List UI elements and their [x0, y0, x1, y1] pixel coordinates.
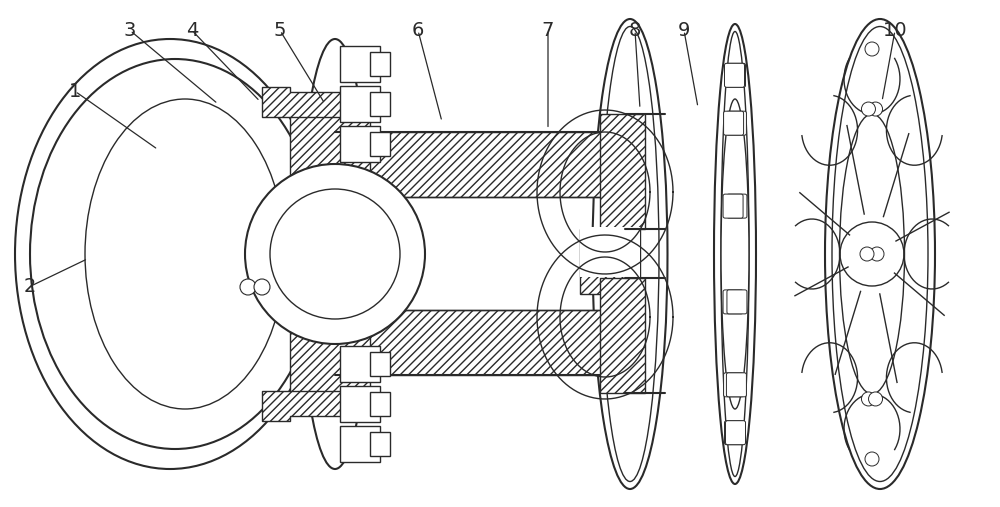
Bar	[600, 278, 645, 393]
Bar	[290, 107, 370, 197]
Circle shape	[869, 392, 883, 406]
Circle shape	[270, 189, 400, 319]
Circle shape	[865, 452, 879, 466]
Ellipse shape	[300, 39, 370, 469]
Bar	[370, 352, 390, 376]
Circle shape	[840, 222, 904, 286]
FancyBboxPatch shape	[726, 421, 746, 445]
Text: 1: 1	[69, 82, 81, 101]
Ellipse shape	[721, 31, 749, 477]
Text: 8: 8	[629, 21, 641, 40]
Text: 9: 9	[678, 21, 690, 40]
FancyBboxPatch shape	[724, 63, 744, 87]
Text: 3: 3	[124, 21, 136, 40]
Circle shape	[254, 279, 270, 295]
Circle shape	[245, 164, 425, 344]
Ellipse shape	[721, 99, 749, 409]
Text: 10: 10	[883, 21, 907, 40]
Bar	[335, 310, 625, 375]
FancyBboxPatch shape	[723, 290, 743, 314]
Bar	[290, 310, 370, 400]
Bar	[370, 132, 390, 156]
FancyBboxPatch shape	[727, 194, 747, 218]
Bar	[600, 114, 645, 229]
Bar	[340, 346, 380, 382]
Circle shape	[860, 247, 874, 261]
Ellipse shape	[840, 114, 904, 394]
Bar	[370, 432, 390, 456]
Bar	[370, 52, 390, 76]
FancyBboxPatch shape	[726, 63, 746, 87]
Ellipse shape	[15, 39, 325, 469]
FancyBboxPatch shape	[726, 111, 746, 135]
Circle shape	[869, 102, 883, 116]
Circle shape	[861, 102, 875, 116]
Ellipse shape	[832, 26, 928, 482]
Text: 2: 2	[24, 277, 36, 296]
Circle shape	[870, 247, 884, 261]
Bar	[580, 229, 640, 294]
Polygon shape	[262, 391, 370, 421]
Ellipse shape	[30, 59, 320, 449]
FancyBboxPatch shape	[724, 373, 744, 397]
Bar	[340, 386, 380, 422]
Bar	[335, 132, 625, 197]
Text: 4: 4	[186, 21, 198, 40]
FancyBboxPatch shape	[723, 194, 743, 218]
Bar	[370, 392, 390, 416]
Text: 7: 7	[542, 21, 554, 40]
FancyBboxPatch shape	[724, 111, 744, 135]
Ellipse shape	[592, 19, 668, 489]
Circle shape	[865, 42, 879, 56]
Bar	[370, 92, 390, 116]
FancyBboxPatch shape	[726, 373, 746, 397]
Circle shape	[240, 279, 256, 295]
FancyBboxPatch shape	[727, 290, 747, 314]
Text: 6: 6	[412, 21, 424, 40]
Ellipse shape	[825, 19, 935, 489]
FancyBboxPatch shape	[724, 421, 744, 445]
Ellipse shape	[714, 24, 756, 484]
Text: 5: 5	[274, 21, 286, 40]
Ellipse shape	[85, 99, 285, 409]
Bar	[340, 86, 380, 122]
Bar	[580, 227, 640, 277]
Circle shape	[861, 392, 875, 406]
Bar	[340, 126, 380, 162]
Bar	[340, 426, 380, 462]
Polygon shape	[262, 87, 370, 117]
Bar	[340, 46, 380, 82]
Ellipse shape	[601, 26, 659, 482]
